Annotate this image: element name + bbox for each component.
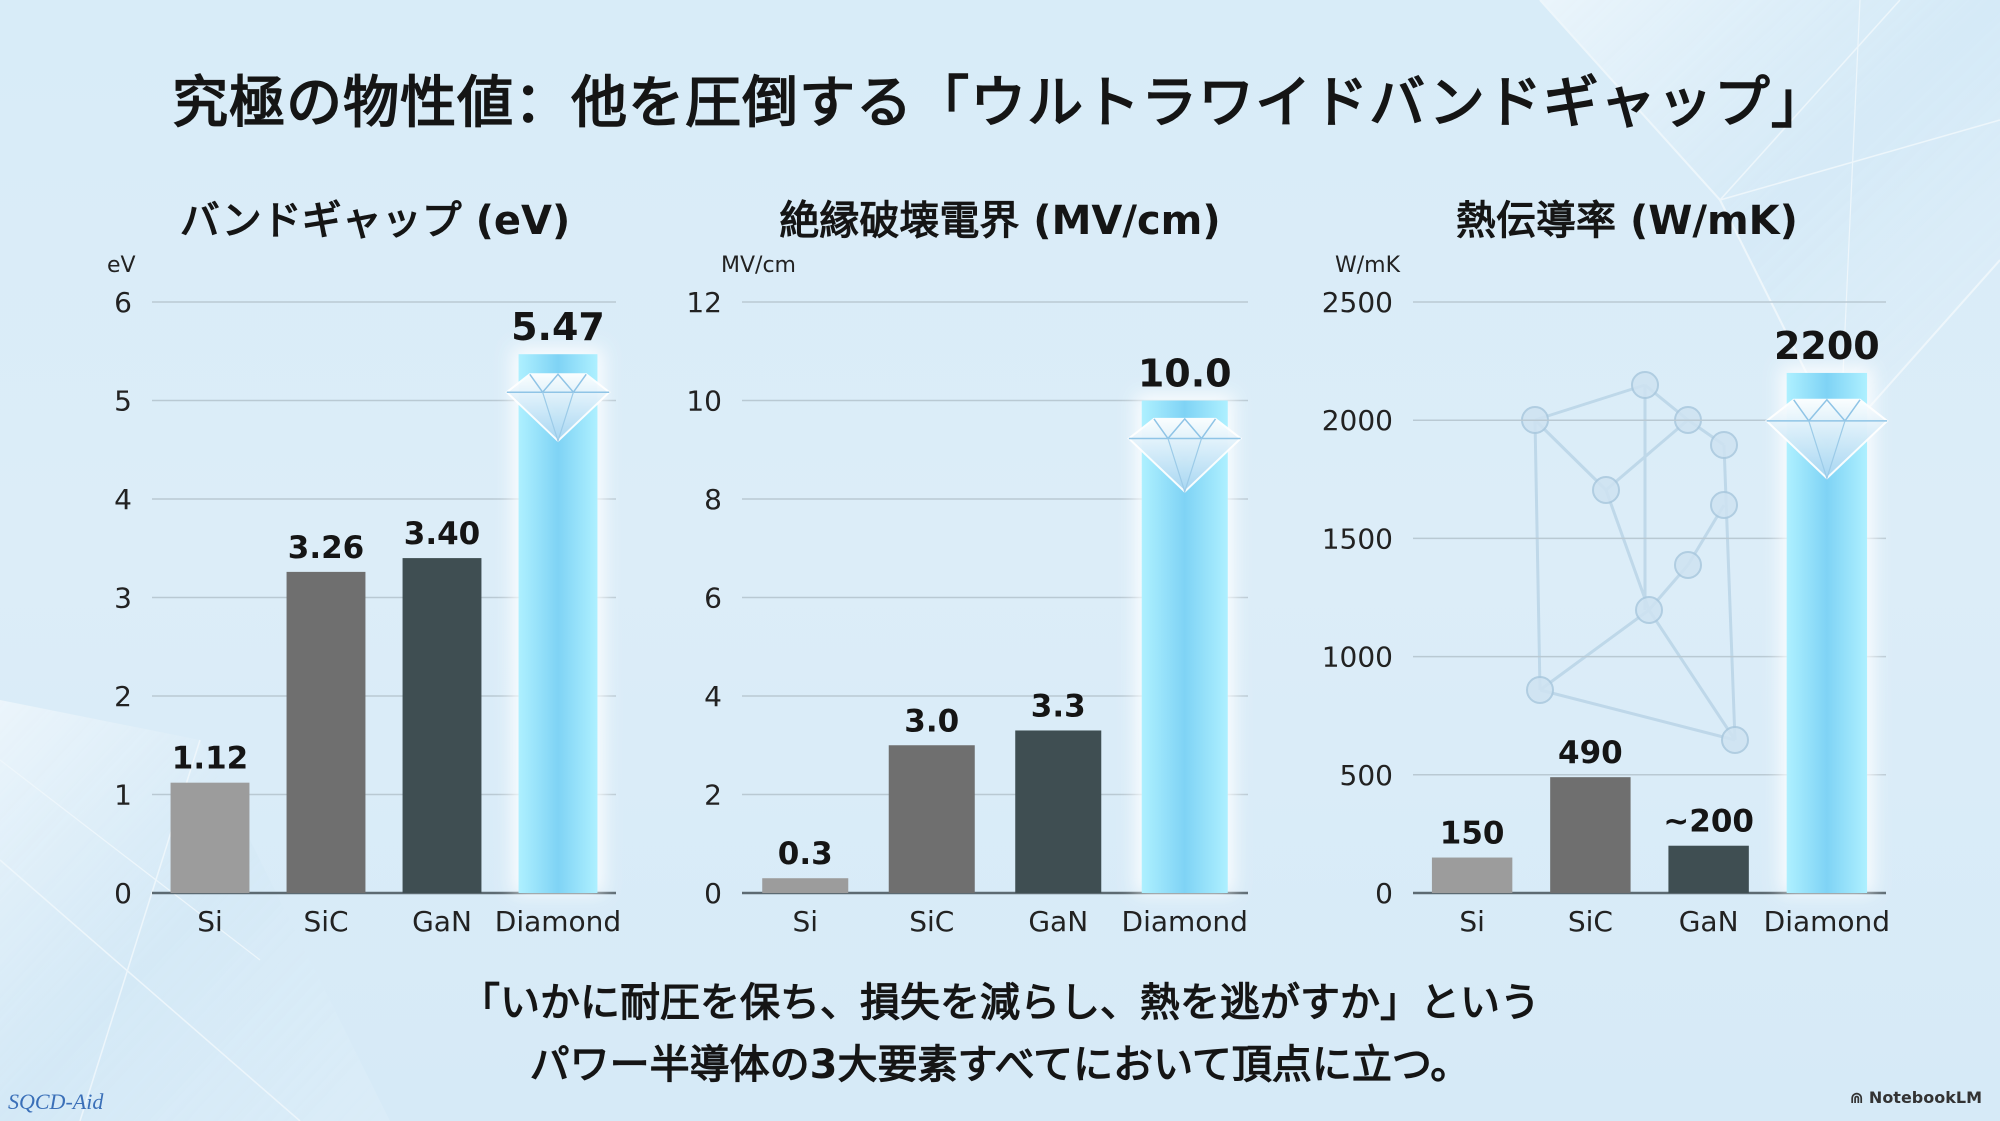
bar-sic <box>1550 777 1631 893</box>
y-tick-label: 0 <box>704 877 722 910</box>
footer-line-1: 「いかに耐圧を保ち、損失を減らし、熱を逃がすか」という <box>460 980 1540 1026</box>
x-tick-label: Diamond <box>1764 905 1890 938</box>
bar-sic <box>888 745 975 893</box>
value-label: 0.3 <box>778 836 833 872</box>
y-tick-label: 6 <box>704 582 722 615</box>
diamond-gem-icon <box>1127 417 1243 494</box>
notebooklm-icon: ⋒ <box>1849 1088 1869 1107</box>
x-tick-label: Diamond <box>495 905 621 938</box>
x-tick-label: GaN <box>1028 905 1088 938</box>
value-label: 5.47 <box>511 305 605 349</box>
value-label: 490 <box>1558 735 1623 771</box>
value-label: 150 <box>1440 816 1505 852</box>
gem-body <box>1765 398 1889 480</box>
x-tick-label: GaN <box>412 905 472 938</box>
bar-gan <box>1668 845 1749 893</box>
x-tick-label: SiC <box>909 905 954 938</box>
gem-facet <box>1153 417 1217 440</box>
y-tick-label: 4 <box>114 483 132 516</box>
x-tick-label: SiC <box>1568 905 1613 938</box>
bar-sic <box>286 571 366 893</box>
gem-body <box>505 373 611 443</box>
y-tick-label: 1500 <box>1322 522 1393 555</box>
y-tick-label: 1 <box>114 779 132 812</box>
y-tick-label: 2 <box>704 779 722 812</box>
bar-si <box>762 878 849 893</box>
x-tick-label: Si <box>197 905 223 938</box>
y-tick-label: 0 <box>1375 877 1393 910</box>
footer-line-2: パワー半導体の3大要素すべてにおいて頂点に立つ。 <box>529 1042 1471 1088</box>
watermark-logo: SQCD-Aid <box>8 1089 104 1114</box>
y-tick-label: 5 <box>114 385 132 418</box>
gem-facet <box>542 392 574 443</box>
chart-title-bandgap: バンドギャップ (eV) <box>179 198 571 244</box>
y-tick-label: 2000 <box>1322 404 1393 437</box>
gem-facet <box>529 373 587 394</box>
y-tick-label: 12 <box>686 286 722 319</box>
value-label: 3.3 <box>1031 688 1086 724</box>
bar-si <box>1431 857 1513 893</box>
gem-facet <box>1808 420 1846 481</box>
chart-title-thermal-conductivity: 熱伝導率 (W/mK) <box>1456 198 1798 244</box>
y-tick-label: 3 <box>114 582 132 615</box>
gem-facet <box>1793 398 1861 423</box>
value-label: 10.0 <box>1138 352 1232 396</box>
y-tick-label: 0 <box>114 877 132 910</box>
y-tick-label: 500 <box>1340 759 1393 792</box>
y-unit-label-thermal-conductivity: W/mK <box>1335 253 1401 278</box>
y-tick-label: 6 <box>114 286 132 319</box>
value-label: 3.26 <box>288 530 365 566</box>
y-tick-label: 1000 <box>1322 641 1393 674</box>
x-tick-label: GaN <box>1679 905 1739 938</box>
chart-title-breakdown-field: 絶縁破壊電界 (MV/cm) <box>779 198 1221 244</box>
diamond-gem-icon <box>1765 398 1889 481</box>
value-label: 3.40 <box>404 516 481 552</box>
bar-gan <box>1015 730 1102 893</box>
x-tick-label: Si <box>792 905 818 938</box>
gem-facet <box>1167 438 1203 494</box>
gem-body <box>1127 417 1243 493</box>
x-tick-label: Si <box>1459 905 1485 938</box>
bar-diamond <box>518 354 598 894</box>
source-badge: ⋒ NotebookLM <box>1850 1088 1982 1107</box>
source-badge-label: NotebookLM <box>1868 1088 1982 1107</box>
bar-si <box>170 782 250 893</box>
value-label: 3.0 <box>904 703 959 739</box>
value-label: ~200 <box>1663 804 1754 840</box>
y-tick-label: 2 <box>114 680 132 713</box>
y-tick-label: 2500 <box>1322 286 1393 319</box>
x-tick-label: Diamond <box>1122 905 1248 938</box>
y-tick-label: 8 <box>704 483 722 516</box>
value-label: 2200 <box>1774 324 1880 368</box>
x-tick-label: SiC <box>303 905 348 938</box>
bar-gan <box>402 558 482 893</box>
y-tick-label: 4 <box>704 680 722 713</box>
value-label: 1.12 <box>172 741 249 777</box>
y-unit-label-breakdown-field: MV/cm <box>721 253 796 278</box>
y-tick-label: 10 <box>686 385 722 418</box>
diamond-gem-icon <box>505 373 611 443</box>
y-unit-label-bandgap: eV <box>107 253 136 278</box>
page-title: 究極の物性値：他を圧倒する「ウルトラワイドバンドギャップ」 <box>172 71 1828 136</box>
